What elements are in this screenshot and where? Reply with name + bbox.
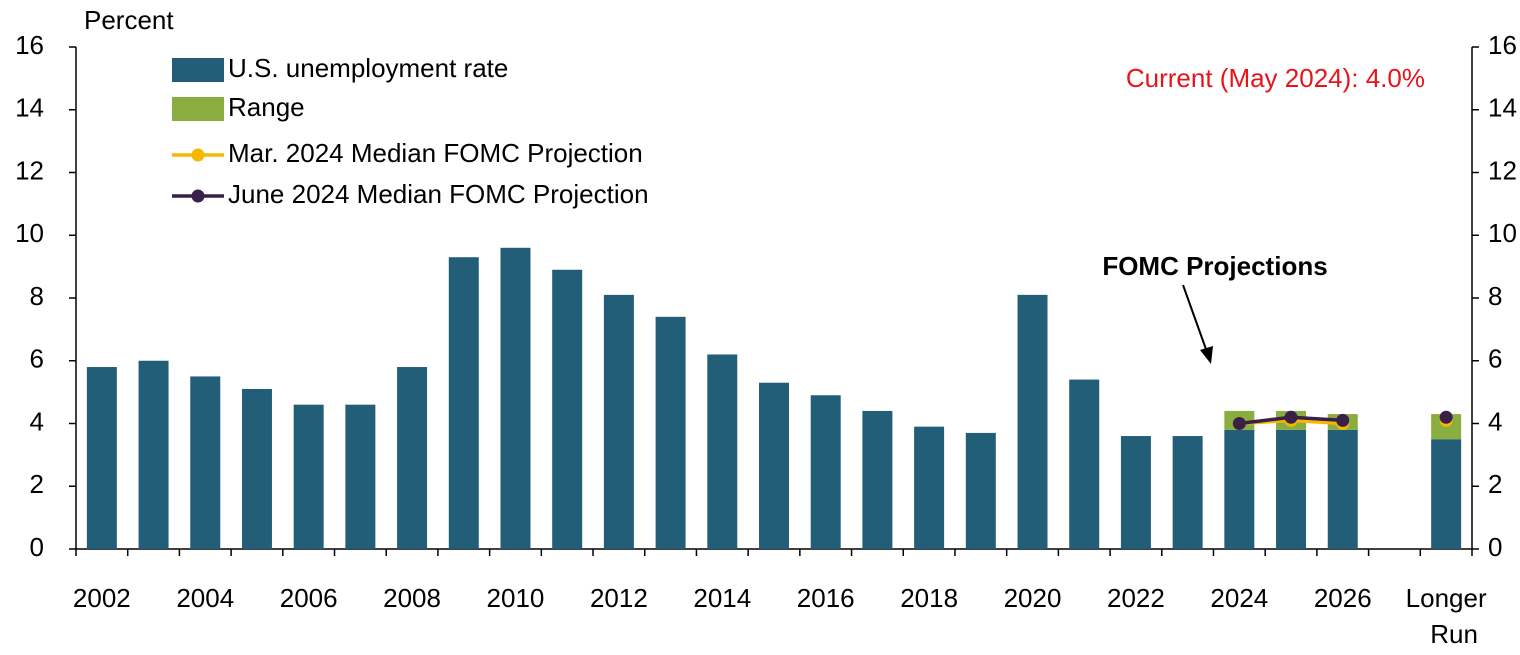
y-tick-label: 14 [15,93,44,123]
bar [397,367,428,549]
x-tick-label: 2008 [383,583,441,613]
y2-tick-label: 0 [1488,532,1502,562]
legend-marker [191,189,205,203]
x-tick-label: 2012 [590,583,648,613]
x-tick-label: 2022 [1107,583,1165,613]
bar [603,294,634,549]
y2-tick-label: 4 [1488,406,1502,436]
bar [190,376,221,549]
bar [914,426,945,549]
legend-label: U.S. unemployment rate [228,53,508,83]
bar [965,432,996,549]
legend-swatch [172,58,224,82]
x-tick-label: 2002 [73,583,131,613]
y2-tick-label: 14 [1488,93,1517,123]
point [1232,417,1246,430]
bar [345,404,376,549]
bar [448,257,479,549]
bar [138,360,169,549]
x-tick-label: 2018 [900,583,958,613]
bar [1327,429,1358,549]
bar [759,382,789,549]
y-tick-label: 12 [15,155,44,185]
bar [552,269,583,549]
point [1336,413,1350,427]
bar [810,395,841,549]
fomc-annotation: FOMC Projections [1102,251,1327,281]
y-tick-label: 8 [30,281,44,311]
bar [1172,436,1203,549]
bar [1276,429,1307,549]
y-tick-label: 0 [30,532,44,562]
arrow-head [1200,346,1213,364]
bar [1017,294,1048,549]
x-tick-label: 2026 [1314,583,1372,613]
point [1284,410,1298,424]
y-tick-label: 6 [30,344,44,374]
y-axis-label: Percent [84,5,174,35]
arrow-shaft [1182,284,1208,353]
x-tick-label: 2016 [797,583,855,613]
legend-marker [191,148,205,162]
bar [1224,429,1255,549]
legend-label: Range [228,92,305,122]
bar [1120,436,1151,549]
bar [86,367,117,549]
y2-tick-label: 10 [1488,218,1517,248]
bar [655,316,686,549]
point [1439,410,1453,424]
y2-tick-label: 12 [1488,155,1517,185]
x-tick-label: 2024 [1210,583,1268,613]
y-tick-label: 16 [15,30,44,60]
y2-tick-label: 16 [1488,30,1517,60]
legend-swatch [172,97,224,121]
bar [1431,439,1462,549]
y2-tick-label: 8 [1488,281,1502,311]
x-tick-label: 2020 [1004,583,1062,613]
bar [500,247,531,550]
bar [1069,379,1100,549]
legend-label: Mar. 2024 Median FOMC Projection [228,138,643,168]
legend-label: June 2024 Median FOMC Projection [228,179,649,209]
y-tick-label: 2 [30,469,44,499]
x-tick-label: 2004 [176,583,234,613]
y2-tick-label: 2 [1488,469,1502,499]
bar [862,410,893,549]
current-annotation: Current (May 2024): 4.0% [1126,63,1425,93]
x-tick-label: 2014 [693,583,751,613]
x-tick-label: Longer Run [1406,583,1487,649]
x-tick-label: 2006 [280,583,338,613]
y-tick-label: 10 [15,218,44,248]
y2-tick-label: 6 [1488,344,1502,374]
bar [707,354,738,549]
bar [241,388,272,549]
bar [293,404,324,549]
y-tick-label: 4 [30,406,44,436]
x-tick-label: 2010 [487,583,545,613]
